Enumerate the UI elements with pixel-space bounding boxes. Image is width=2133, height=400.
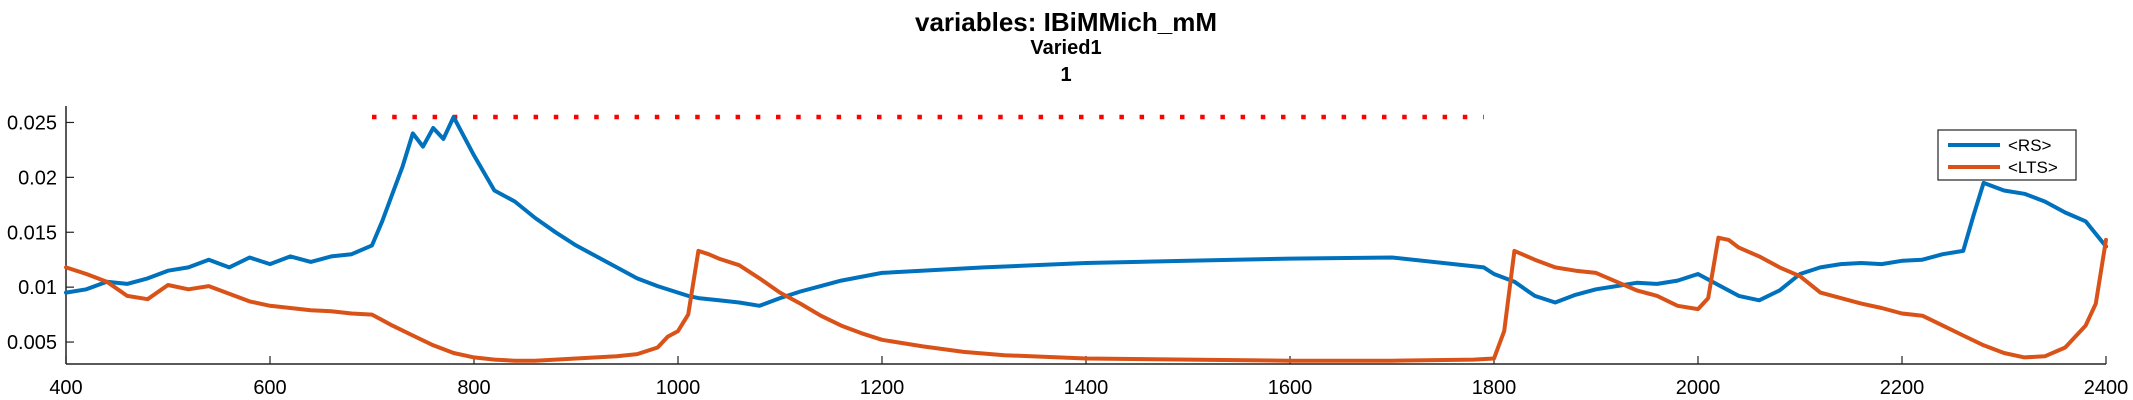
y-tick-label: 0.02 xyxy=(18,167,57,189)
x-tick-label: 1400 xyxy=(1064,377,1109,399)
x-tick-label: 1600 xyxy=(1268,377,1313,399)
x-tick-label: 2200 xyxy=(1880,377,1925,399)
x-tick-label: 1800 xyxy=(1472,377,1517,399)
x-tick-label: 1200 xyxy=(860,377,905,399)
chart-subtitle-line-2: 1 xyxy=(1060,64,1071,86)
x-tick-label: 2400 xyxy=(2084,377,2129,399)
x-tick-label: 600 xyxy=(253,377,286,399)
y-tick-label: 0.01 xyxy=(18,277,57,299)
series-line-rs xyxy=(64,115,2108,308)
x-tick-label: 400 xyxy=(49,377,82,399)
series-line-lts xyxy=(64,235,2108,363)
x-tick-label: 1000 xyxy=(656,377,701,399)
x-tick-label: 2000 xyxy=(1676,377,1721,399)
x-tick-label: 800 xyxy=(457,377,490,399)
chart-title: variables: IBiMMich_mM xyxy=(915,7,1217,37)
legend: <RS> <LTS> xyxy=(1937,129,2077,181)
chart-subtitle-line-1: Varied1 xyxy=(1030,37,1101,59)
legend-label: <LTS> xyxy=(2008,158,2058,177)
y-tick-label: 0.005 xyxy=(7,332,57,354)
y-tick-label: 0.015 xyxy=(7,222,57,244)
plot-area: 400 600 800 1000 1200 1400 1600 1800 2000 2200 240… xyxy=(7,106,2128,399)
y-tick-label: 0.025 xyxy=(7,112,57,134)
legend-label: <RS> xyxy=(2008,136,2052,155)
legend-box xyxy=(1937,129,2077,181)
